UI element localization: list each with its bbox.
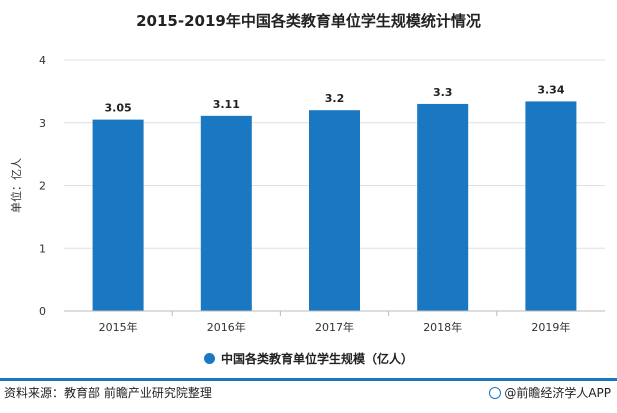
y-tick-label: 2: [39, 180, 46, 193]
y-axis-ticks: 0 1 2 3 4: [39, 54, 46, 318]
x-tick-label: 2016年: [207, 320, 246, 334]
legend-label: 中国各类教育单位学生规模（亿人）: [220, 352, 413, 366]
source-note: 资料来源：教育部 前瞻产业研究院整理: [4, 386, 212, 400]
x-tick-label: 2019年: [531, 320, 570, 334]
y-tick-label: 4: [39, 54, 46, 67]
brand-credit: @前瞻经济学人APP: [489, 384, 611, 401]
y-tick-label: 3: [39, 117, 46, 130]
bar: [417, 103, 469, 311]
data-label: 3.34: [537, 83, 564, 96]
legend: 中国各类教育单位学生规模（亿人）: [0, 350, 617, 367]
x-axis-ticks: 2015年 2016年 2017年 2018年 2019年: [99, 311, 570, 334]
y-tick-label: 0: [39, 305, 46, 318]
footer-divider: [0, 378, 617, 381]
bar: [200, 115, 252, 311]
x-tick-label: 2015年: [99, 320, 138, 334]
y-axis-label: 单位：亿人: [9, 158, 23, 213]
data-label: 3.05: [105, 102, 132, 115]
brand-logo-icon: [489, 386, 502, 399]
x-tick-label: 2017年: [315, 320, 354, 334]
data-labels: 3.05 3.11 3.2 3.3 3.34: [105, 83, 565, 114]
chart-title: 2015-2019年中国各类教育单位学生规模统计情况: [136, 12, 481, 30]
data-label: 3.3: [433, 86, 453, 99]
bar-chart: 0 1 2 3 4 单位：亿人 3.05 3.11 3.2 3.3 3.34 2015年 2016…: [9, 54, 605, 334]
bar: [309, 110, 360, 311]
bar: [92, 119, 144, 311]
y-tick-label: 1: [39, 242, 46, 255]
data-label: 3.11: [213, 98, 240, 111]
data-label: 3.2: [325, 92, 345, 105]
bar: [525, 101, 577, 311]
x-tick-label: 2018年: [423, 320, 462, 334]
brand-text: @前瞻经济学人APP: [504, 386, 611, 400]
bars: [92, 101, 577, 311]
legend-marker: [203, 353, 215, 364]
